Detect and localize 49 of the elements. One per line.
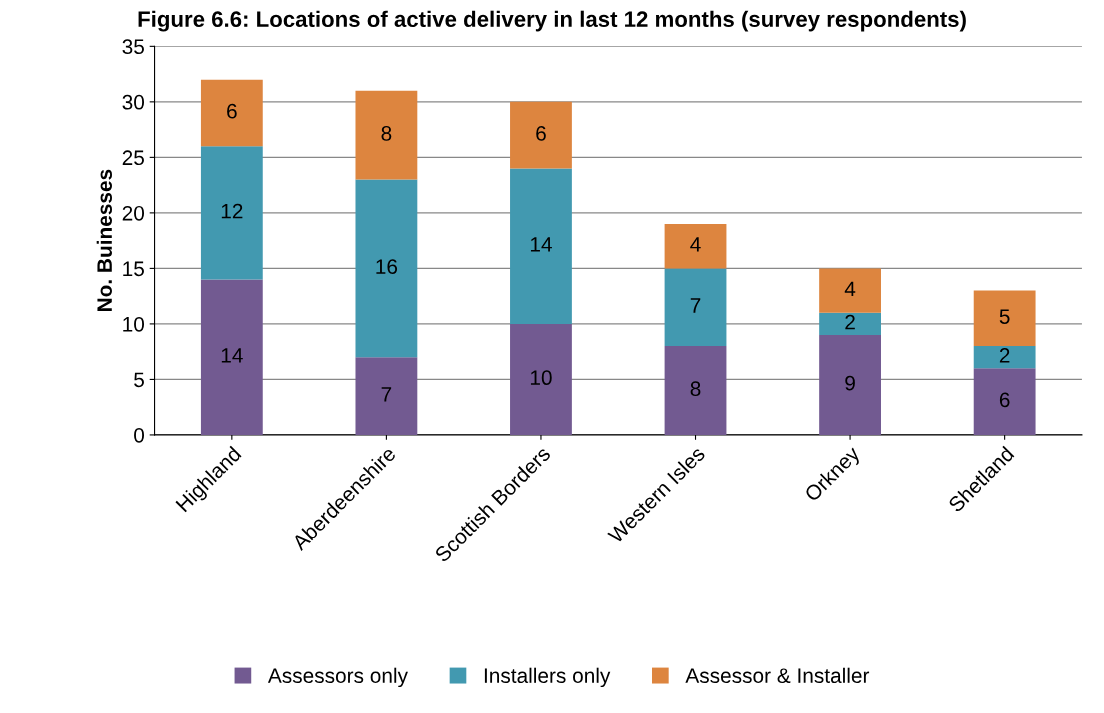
data-label: 14 [530, 237, 552, 252]
chart-title: Figure 6.6: Locations of active delivery in last 12 months (survey respondents) [138, 10, 966, 32]
bar [510, 168, 572, 324]
data-label: 6 [227, 103, 237, 119]
y-tick-label: 0 [134, 427, 145, 443]
data-label: 8 [690, 381, 701, 397]
bar [355, 179, 418, 358]
bar [819, 268, 881, 313]
data-label: 6 [999, 392, 1010, 408]
data-label: 7 [690, 298, 701, 313]
data-label: 6 [536, 126, 546, 141]
data-label: 4 [690, 237, 701, 252]
bar [510, 323, 572, 435]
data-label: 5 [999, 309, 1010, 324]
bar [200, 279, 263, 435]
bar [200, 146, 263, 280]
bar [664, 346, 727, 435]
bar [355, 90, 418, 180]
data-label: 16 [376, 259, 398, 274]
y-tick-label: 35 [122, 39, 144, 55]
bar [664, 223, 727, 269]
data-label: 4 [844, 281, 856, 296]
y-tick-label: 25 [122, 150, 144, 166]
data-label: 2 [845, 314, 855, 330]
data-label: 10 [530, 370, 552, 386]
legend-label: Installers only [484, 667, 611, 688]
data-label: 7 [381, 387, 392, 402]
data-label: 14 [221, 348, 243, 363]
y-tick-label: 10 [123, 316, 145, 332]
bar [973, 368, 1036, 435]
bar [355, 357, 418, 435]
data-label: 12 [221, 203, 243, 219]
bar [510, 101, 572, 169]
bar [973, 290, 1036, 347]
y-axis-title: No. Buinesses [96, 169, 112, 312]
y-tick-label: 20 [122, 205, 145, 221]
bar [819, 312, 881, 336]
bar [973, 346, 1036, 369]
bar [819, 335, 881, 435]
data-label: 9 [845, 375, 855, 391]
data-label: 8 [381, 126, 392, 141]
legend-label: Assessors only [267, 667, 408, 688]
y-tick-label: 30 [122, 94, 145, 110]
y-tick-label: 5 [134, 372, 144, 388]
bar [664, 268, 727, 347]
bar [200, 79, 263, 147]
y-tick-label: 15 [123, 261, 144, 277]
data-label: 2 [999, 348, 1010, 363]
legend-label: Assessor & Installer [685, 667, 870, 683]
